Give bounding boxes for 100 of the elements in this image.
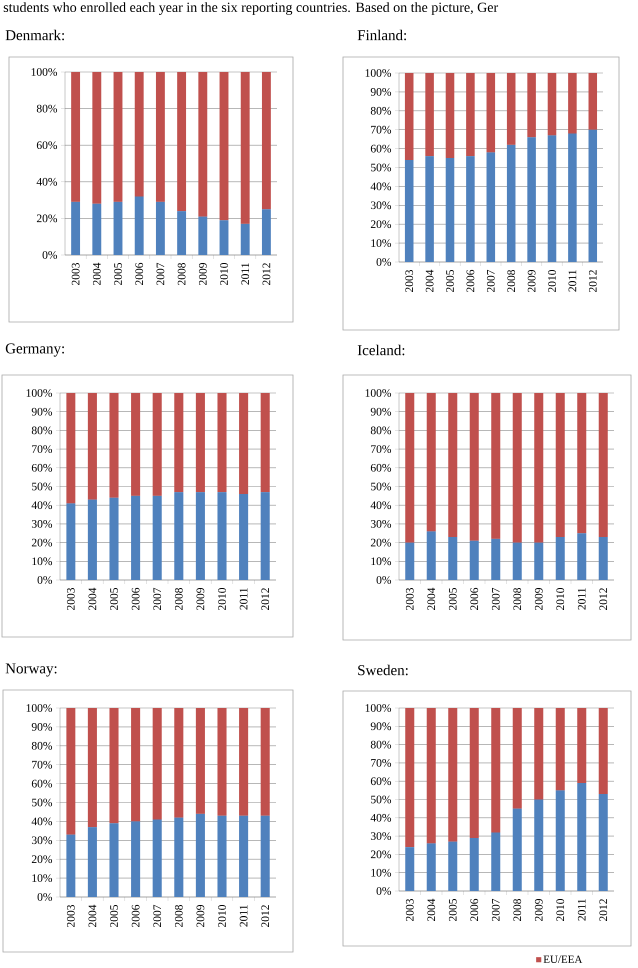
- bar: [260, 816, 270, 898]
- x-tick-label: 2012: [261, 588, 270, 610]
- x-tick-label: 2011: [578, 899, 586, 921]
- bar: [152, 708, 162, 820]
- bar: [177, 211, 186, 256]
- y-tick-label: 80%: [370, 426, 392, 434]
- bar: [512, 708, 522, 809]
- x-tick-label: 2008: [174, 904, 183, 928]
- y-tick-label: 100%: [32, 68, 58, 76]
- x-tick-label: 2005: [110, 588, 118, 610]
- y-tick-label: 50%: [371, 796, 392, 804]
- y-tick-label: 70%: [32, 445, 52, 454]
- bar: [262, 209, 271, 256]
- bar: [486, 73, 496, 152]
- y-tick-label: 20%: [36, 214, 58, 222]
- bar: [260, 492, 270, 580]
- y-tick-label: 50%: [32, 798, 52, 806]
- bar: [512, 393, 522, 543]
- chart-title: Germany:: [6, 343, 64, 357]
- bar: [577, 533, 586, 580]
- bar: [174, 708, 184, 818]
- y-tick-label: 60%: [36, 141, 58, 150]
- bar: [109, 708, 119, 824]
- x-tick-label: 2006: [135, 262, 144, 286]
- x-tick-label: 2010: [556, 898, 564, 922]
- bar: [405, 708, 414, 848]
- x-tick-label: 2007: [153, 904, 162, 928]
- bar: [239, 393, 248, 494]
- bar: [196, 814, 205, 898]
- bar: [66, 834, 76, 898]
- bar: [109, 498, 119, 580]
- bar: [109, 823, 119, 898]
- bar: [220, 220, 228, 256]
- y-tick-label: 10%: [371, 239, 392, 248]
- bar: [196, 492, 205, 580]
- x-tick-label: 2004: [427, 898, 436, 922]
- bar: [556, 393, 565, 537]
- y-tick-label: 100%: [366, 389, 392, 397]
- bar: [260, 393, 270, 492]
- y-tick-label: 60%: [370, 464, 392, 472]
- bar: [217, 816, 227, 898]
- y-tick-label: 80%: [370, 740, 392, 749]
- bar: [466, 156, 475, 262]
- x-tick-label: 2010: [220, 262, 228, 286]
- y-tick-label: 100%: [26, 704, 52, 712]
- y-tick-label: 40%: [370, 501, 392, 510]
- bar: [534, 800, 544, 892]
- y-tick-label: 90%: [370, 408, 392, 416]
- chart-title: Denmark:: [6, 30, 64, 40]
- y-tick-label: 30%: [32, 836, 52, 844]
- bar: [152, 820, 162, 898]
- bar: [152, 496, 162, 580]
- y-tick-label: 30%: [32, 520, 52, 528]
- bar: [598, 393, 608, 537]
- chart-title: Sweden:: [358, 664, 408, 676]
- x-tick-label: 2007: [153, 588, 162, 610]
- bar: [177, 72, 186, 212]
- x-tick-label: 2003: [66, 904, 75, 928]
- chart-title: Norway:: [6, 663, 56, 677]
- y-tick-label: 10%: [371, 557, 392, 566]
- bar: [425, 156, 434, 262]
- y-tick-label: 0%: [376, 258, 392, 266]
- x-tick-label: 2006: [470, 898, 478, 922]
- bar: [512, 542, 522, 580]
- x-tick-label: 2008: [174, 588, 183, 610]
- x-tick-label: 2007: [492, 898, 500, 922]
- bar: [491, 538, 500, 580]
- bar: [470, 838, 479, 892]
- x-tick-label: 2007: [492, 588, 500, 610]
- bar: [66, 708, 76, 835]
- x-tick-label: 2012: [262, 263, 270, 286]
- y-tick-label: 90%: [370, 722, 392, 730]
- bar: [88, 500, 97, 580]
- x-tick-label: 2008: [513, 898, 522, 922]
- bar: [446, 158, 454, 262]
- y-tick-label: 20%: [32, 855, 52, 864]
- x-tick-label: 2003: [72, 262, 80, 286]
- x-tick-label: 2012: [599, 588, 608, 610]
- bar: [404, 73, 414, 160]
- x-tick-label: 2011: [240, 588, 248, 610]
- y-tick-label: 90%: [32, 723, 52, 731]
- bar: [446, 73, 454, 158]
- bar: [66, 393, 76, 504]
- y-tick-label: 0%: [38, 576, 52, 584]
- y-tick-label: 0%: [42, 251, 58, 259]
- bar: [405, 847, 414, 892]
- bar: [470, 708, 479, 838]
- y-tick-label: 30%: [370, 832, 392, 840]
- bar: [198, 72, 208, 217]
- bar: [131, 821, 140, 898]
- x-tick-label: 2003: [406, 898, 414, 922]
- bar: [598, 794, 608, 892]
- legend-label: EU/EEA: [544, 956, 582, 963]
- y-tick-label: 80%: [32, 742, 52, 750]
- bar: [88, 393, 97, 500]
- x-tick-label: 2009: [528, 270, 536, 292]
- y-tick-label: 80%: [36, 104, 58, 113]
- y-tick-label: 90%: [32, 408, 52, 416]
- bar: [196, 393, 205, 492]
- bar: [134, 196, 144, 256]
